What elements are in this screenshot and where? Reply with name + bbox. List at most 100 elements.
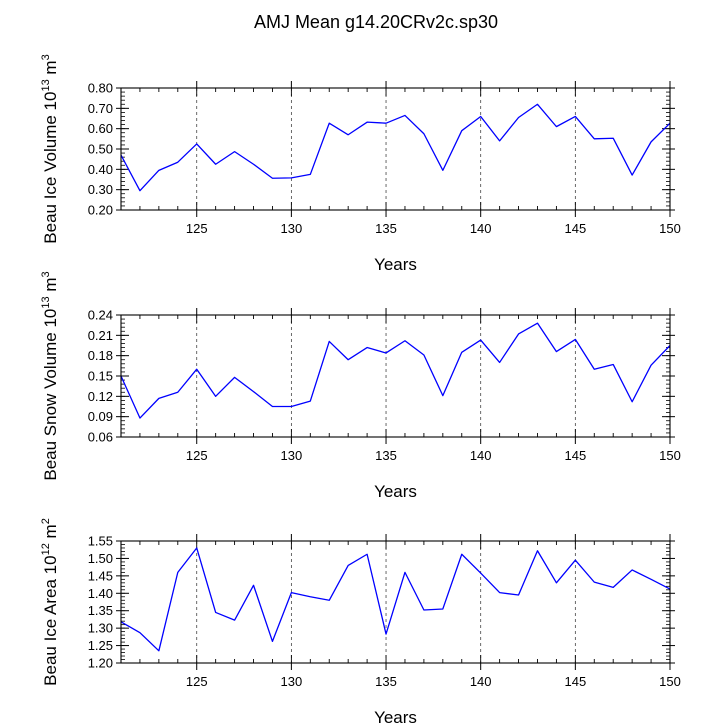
data-point — [214, 163, 216, 165]
data-point — [328, 599, 330, 601]
data-point — [404, 114, 406, 116]
y-tick-label: 0.24 — [88, 308, 113, 323]
data-point — [214, 395, 216, 397]
data-point — [612, 586, 614, 588]
data-point — [290, 405, 292, 407]
data-point — [631, 174, 633, 176]
data-point — [347, 564, 349, 566]
data-point — [271, 405, 273, 407]
data-point — [139, 631, 141, 633]
y-axis-title-exp: 12 — [40, 543, 52, 555]
x-tick-label: 125 — [186, 448, 208, 463]
data-point — [366, 553, 368, 555]
x-tick-label: 125 — [186, 221, 208, 236]
y-axis-title: Beau Ice Area 1012 m2 — [40, 518, 60, 686]
data-point — [461, 130, 463, 132]
y-tick-label: 0.09 — [88, 409, 113, 424]
y-tick-label: 1.20 — [88, 656, 113, 671]
y-axis-title-exp: 13 — [40, 296, 52, 308]
data-point — [498, 140, 500, 142]
data-point — [158, 397, 160, 399]
data-point — [139, 417, 141, 419]
data-point — [233, 619, 235, 621]
data-point — [252, 584, 254, 586]
data-point — [593, 138, 595, 140]
data-point — [612, 363, 614, 365]
panel-ice-volume: 0.20 0.30 0.40 0.50 0.60 0.70 0.80 125 130 135 140… — [40, 54, 681, 274]
data-point — [366, 121, 368, 123]
data-point — [574, 338, 576, 340]
plot-frame — [120, 87, 671, 211]
x-axis-title: Years — [374, 708, 417, 725]
y-tick-label: 0.15 — [88, 369, 113, 384]
data-point — [385, 633, 387, 635]
data-point — [233, 376, 235, 378]
data-point — [214, 611, 216, 613]
data-point — [461, 351, 463, 353]
data-point — [196, 547, 198, 549]
data-point — [536, 103, 538, 105]
y-tick-label: 0.06 — [88, 430, 113, 445]
y-tick-label: 0.20 — [88, 203, 113, 218]
data-point — [612, 137, 614, 139]
panel-ice-area: 1.20 1.25 1.30 1.35 1.40 1.45 1.50 1.55 125 130 13… — [40, 518, 681, 725]
x-tick-label: 150 — [659, 448, 681, 463]
y-tick-label: 1.40 — [88, 586, 113, 601]
series-line — [120, 322, 671, 419]
y-axis-title-unit: m — [41, 277, 60, 296]
data-point — [423, 609, 425, 611]
data-point — [385, 122, 387, 124]
data-point — [158, 650, 160, 652]
x-axis-title: Years — [374, 482, 417, 501]
x-axis-title: Years — [374, 255, 417, 274]
panel-snow-volume: 0.06 0.09 0.12 0.15 0.18 0.21 0.24 125 130 135 140… — [40, 271, 681, 501]
data-point — [442, 169, 444, 171]
data-point — [442, 394, 444, 396]
x-tick-label: 135 — [375, 674, 397, 689]
data-point — [177, 391, 179, 393]
plot-frame — [120, 540, 671, 664]
y-tick-label: 1.30 — [88, 621, 113, 636]
x-tick-label: 130 — [281, 448, 303, 463]
x-tick-label: 145 — [564, 448, 586, 463]
x-tick-label: 140 — [470, 448, 492, 463]
data-point — [233, 150, 235, 152]
data-point — [158, 169, 160, 171]
data-point — [309, 173, 311, 175]
data-point — [328, 122, 330, 124]
data-point — [498, 591, 500, 593]
data-point — [309, 400, 311, 402]
data-point — [555, 350, 557, 352]
data-point — [479, 115, 481, 117]
data-point — [252, 390, 254, 392]
data-point — [650, 141, 652, 143]
y-tick-label: 1.35 — [88, 603, 113, 618]
data-point — [177, 571, 179, 573]
data-point — [177, 161, 179, 163]
data-point — [196, 143, 198, 145]
data-point — [404, 340, 406, 342]
data-point — [309, 596, 311, 598]
x-tick-label: 140 — [470, 674, 492, 689]
x-tick-label: 130 — [281, 674, 303, 689]
y-axis-title: Beau Ice Volume 1013 m3 — [40, 54, 60, 243]
y-tick-label: 1.45 — [88, 568, 113, 583]
data-point — [574, 559, 576, 561]
data-point — [271, 177, 273, 179]
y-axis-title-unit: m — [41, 60, 60, 79]
x-tick-label: 140 — [470, 221, 492, 236]
data-point — [366, 346, 368, 348]
data-point — [423, 133, 425, 135]
plot-frame — [120, 314, 671, 438]
x-tick-label: 145 — [564, 674, 586, 689]
data-point — [574, 115, 576, 117]
x-tick-label: 135 — [375, 221, 397, 236]
data-point — [631, 401, 633, 403]
y-axis-title-unit-exp: 2 — [40, 518, 52, 524]
data-point — [290, 177, 292, 179]
data-point — [404, 571, 406, 573]
data-point — [650, 578, 652, 580]
y-tick-label: 0.30 — [88, 182, 113, 197]
y-axis-title: Beau Snow Volume 1013 m3 — [40, 271, 60, 480]
